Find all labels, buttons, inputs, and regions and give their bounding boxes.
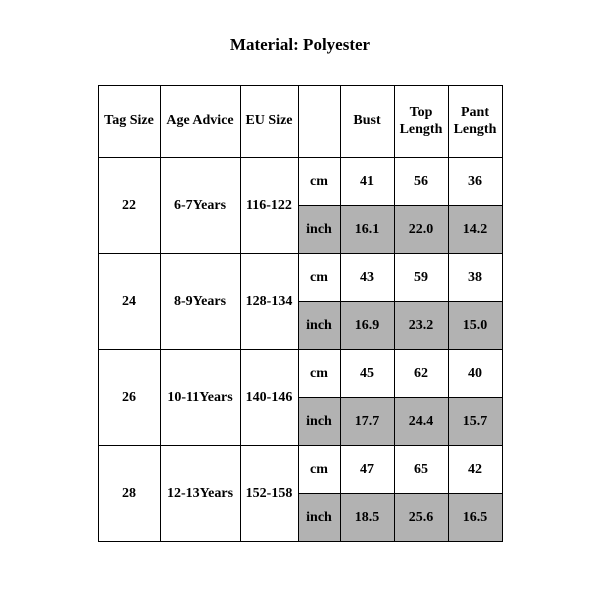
cell-pant-length: 36 — [448, 158, 502, 206]
cell-top-length: 59 — [394, 254, 448, 302]
cell-eu-size: 152-158 — [240, 446, 298, 542]
table-body: 226-7Years116-122cm415636inch16.122.014.… — [98, 158, 502, 542]
cell-age-advice: 10-11Years — [160, 350, 240, 446]
cell-top-length: 24.4 — [394, 398, 448, 446]
cell-bust: 43 — [340, 254, 394, 302]
col-eu-size: EU Size — [240, 86, 298, 158]
table-header-row: Tag Size Age Advice EU Size Bust TopLeng… — [98, 86, 502, 158]
cell-bust: 45 — [340, 350, 394, 398]
cell-top-length: 56 — [394, 158, 448, 206]
col-tag-size: Tag Size — [98, 86, 160, 158]
cell-pant-length: 40 — [448, 350, 502, 398]
cell-top-length: 25.6 — [394, 494, 448, 542]
cell-pant-length: 38 — [448, 254, 502, 302]
cell-eu-size: 140-146 — [240, 350, 298, 446]
cell-pant-length: 15.7 — [448, 398, 502, 446]
cell-bust: 16.1 — [340, 206, 394, 254]
cell-pant-length: 14.2 — [448, 206, 502, 254]
cell-bust: 17.7 — [340, 398, 394, 446]
cell-eu-size: 116-122 — [240, 158, 298, 254]
table-row: 2812-13Years152-158cm476542 — [98, 446, 502, 494]
cell-unit-cm: cm — [298, 446, 340, 494]
cell-unit-inch: inch — [298, 398, 340, 446]
table-row: 226-7Years116-122cm415636 — [98, 158, 502, 206]
cell-pant-length: 42 — [448, 446, 502, 494]
cell-eu-size: 128-134 — [240, 254, 298, 350]
cell-unit-inch: inch — [298, 302, 340, 350]
col-bust: Bust — [340, 86, 394, 158]
cell-bust: 16.9 — [340, 302, 394, 350]
col-unit — [298, 86, 340, 158]
cell-top-length: 65 — [394, 446, 448, 494]
cell-top-length: 23.2 — [394, 302, 448, 350]
table-row: 248-9Years128-134cm435938 — [98, 254, 502, 302]
cell-unit-cm: cm — [298, 158, 340, 206]
cell-age-advice: 8-9Years — [160, 254, 240, 350]
col-pant-length: PantLength — [448, 86, 502, 158]
cell-top-length: 62 — [394, 350, 448, 398]
col-age-advice: Age Advice — [160, 86, 240, 158]
cell-tag-size: 28 — [98, 446, 160, 542]
cell-bust: 41 — [340, 158, 394, 206]
table-row: 2610-11Years140-146cm456240 — [98, 350, 502, 398]
cell-tag-size: 22 — [98, 158, 160, 254]
size-table: Tag Size Age Advice EU Size Bust TopLeng… — [98, 85, 503, 542]
cell-bust: 47 — [340, 446, 394, 494]
cell-age-advice: 6-7Years — [160, 158, 240, 254]
cell-unit-cm: cm — [298, 254, 340, 302]
cell-tag-size: 24 — [98, 254, 160, 350]
page: Material: Polyester Tag Size Age Advice … — [0, 0, 600, 600]
cell-age-advice: 12-13Years — [160, 446, 240, 542]
cell-pant-length: 16.5 — [448, 494, 502, 542]
cell-pant-length: 15.0 — [448, 302, 502, 350]
cell-bust: 18.5 — [340, 494, 394, 542]
cell-tag-size: 26 — [98, 350, 160, 446]
cell-unit-cm: cm — [298, 350, 340, 398]
cell-unit-inch: inch — [298, 494, 340, 542]
col-top-length: TopLength — [394, 86, 448, 158]
cell-top-length: 22.0 — [394, 206, 448, 254]
page-title: Material: Polyester — [0, 0, 600, 85]
cell-unit-inch: inch — [298, 206, 340, 254]
